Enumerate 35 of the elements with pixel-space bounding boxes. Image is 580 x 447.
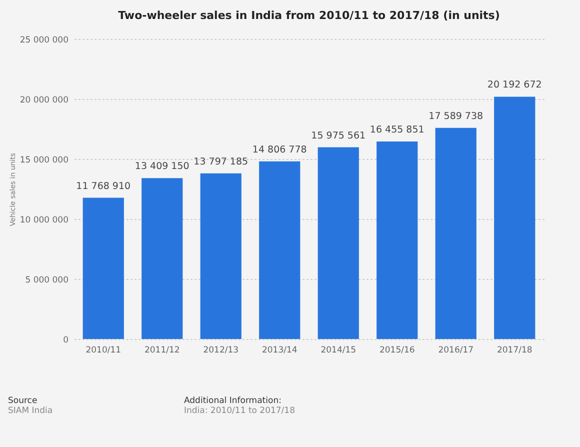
y-tick-label: 5 000 000 bbox=[25, 276, 68, 286]
x-tick-label: 2013/14 bbox=[262, 346, 298, 356]
chart-title: Two-wheeler sales in India from 2010/11 to 2017/18 (in units) bbox=[118, 9, 500, 22]
x-tick-label: 2010/11 bbox=[86, 346, 122, 356]
data-label: 17 589 738 bbox=[428, 110, 484, 122]
y-tick-label: 25 000 000 bbox=[20, 36, 68, 46]
bar bbox=[142, 178, 183, 339]
bar bbox=[259, 161, 300, 339]
bar bbox=[494, 96, 536, 339]
bar bbox=[435, 128, 476, 339]
data-label: 13 409 150 bbox=[134, 161, 190, 172]
x-tick-label: 2016/17 bbox=[438, 346, 474, 356]
bar bbox=[200, 173, 242, 339]
x-tick-label: 2017/18 bbox=[496, 346, 532, 356]
text: Additional Information: bbox=[184, 396, 282, 406]
data-label: 14 806 778 bbox=[252, 144, 307, 156]
data-label: 15 975 561 bbox=[311, 130, 366, 142]
data-label: 20 192 672 bbox=[487, 80, 542, 91]
y-tick-label: 20 000 000 bbox=[20, 96, 68, 106]
x-tick-label: 2011/12 bbox=[144, 346, 180, 356]
bar bbox=[318, 147, 359, 339]
x-tick-label: 2014/15 bbox=[320, 346, 356, 356]
text: SIAM India bbox=[8, 406, 53, 416]
y-tick-label: 15 000 000 bbox=[20, 156, 68, 166]
bar bbox=[376, 142, 418, 339]
y-tick-label: 0 bbox=[63, 336, 68, 346]
data-label: 13 797 185 bbox=[194, 156, 248, 168]
x-tick-label: 2015/16 bbox=[379, 346, 415, 356]
text: India: 2010/11 to 2017/18 bbox=[184, 406, 295, 416]
data-label: 16 455 851 bbox=[370, 124, 424, 136]
data-label: 11 768 910 bbox=[76, 180, 131, 192]
text: Source bbox=[8, 396, 38, 406]
x-tick-label: 2012/13 bbox=[203, 346, 239, 356]
bar bbox=[82, 198, 124, 339]
y-tick-label: 10 000 000 bbox=[20, 216, 68, 226]
